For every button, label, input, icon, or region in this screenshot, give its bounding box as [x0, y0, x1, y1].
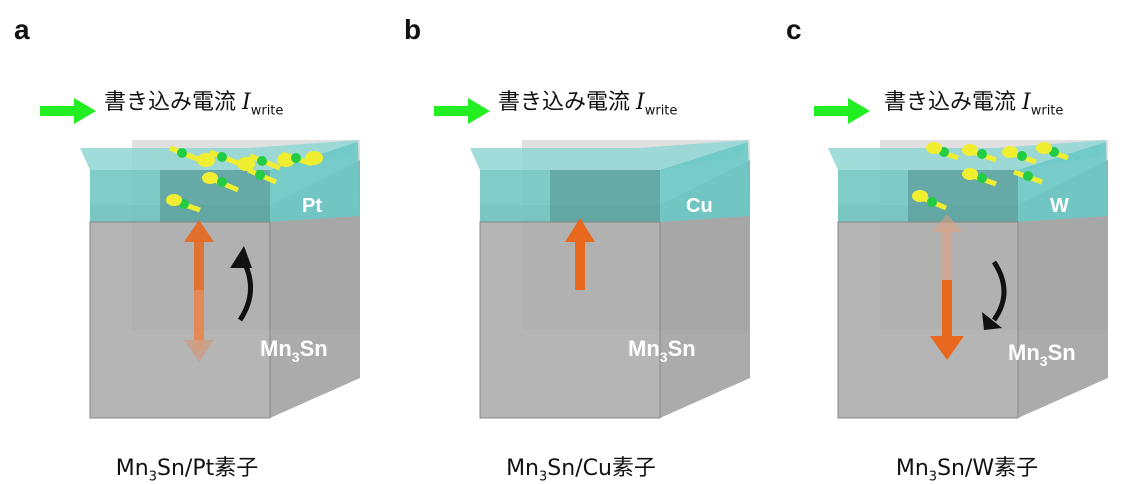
spin-icon [962, 144, 997, 163]
current-symbol: I [636, 90, 645, 115]
switch-curl-arrow-icon [991, 260, 1007, 322]
device-caption: Mn3Sn/W素子 [895, 456, 1039, 484]
current-arrow-icon [40, 98, 96, 124]
top-layer-label: W [1050, 195, 1069, 217]
spin-array [166, 145, 323, 213]
device-stack: Pt Mn3Sn [80, 140, 360, 419]
device-caption: Mn3Sn/Cu素子 [506, 456, 656, 484]
panel-c: c 書き込み電流 Iwrite W [748, 0, 1122, 484]
magnetization-arrow-icon [930, 214, 964, 360]
spin-icon [1036, 142, 1069, 161]
spin-icon [166, 194, 201, 213]
current-subscript: write [644, 103, 678, 119]
spin-icon [912, 190, 947, 211]
current-symbol: I [242, 90, 251, 115]
device-caption: Mn3Sn/Pt素子 [115, 456, 259, 484]
bottom-layer-label: Mn3Sn [260, 336, 328, 365]
cu-right-face [660, 142, 750, 222]
top-layer-label: Cu [686, 195, 713, 217]
spin-icon [202, 172, 239, 193]
current-subscript: write [250, 103, 284, 119]
current-arrow-icon [434, 98, 490, 124]
current-arrow-icon [814, 98, 870, 124]
write-current-text: 書き込み電流 [104, 90, 237, 115]
spin-icon [926, 142, 959, 161]
pt-right-face [270, 142, 360, 222]
panel-letter: a [14, 14, 30, 45]
cu-top-face [470, 140, 748, 170]
mn3sn-front-face [838, 205, 1018, 418]
device-stack: Cu Mn3Sn [470, 140, 750, 419]
mn3sn-right-face [1018, 160, 1108, 418]
mn3sn-front-face [90, 205, 270, 418]
w-right-face [1018, 142, 1108, 222]
write-current-label: 書き込み電流 Iwrite [884, 84, 1063, 118]
bottom-layer-label: Mn3Sn [628, 336, 696, 365]
spin-icon [209, 149, 255, 171]
magnetization-arrow-icon [565, 218, 595, 290]
mn3sn-right-face [660, 160, 750, 418]
spin-icon [962, 168, 997, 187]
panel-letter: c [786, 14, 802, 45]
spin-icon [1002, 146, 1037, 165]
device-stack: W Mn3Sn [828, 140, 1108, 419]
spin-icon [169, 145, 215, 167]
top-layer-label: Pt [302, 195, 322, 217]
write-current-label: 書き込み電流 Iwrite [104, 84, 283, 118]
mn3sn-front-face [480, 205, 660, 418]
panel-a: a 書き込み電流 Iwrite Pt [0, 0, 374, 484]
panel-letter: b [404, 14, 422, 45]
spin-icon [247, 167, 277, 185]
current-symbol: I [1022, 90, 1031, 115]
bottom-layer-label: Mn3Sn [1008, 340, 1076, 369]
panel-b: b 書き込み電流 Iwrite Cu Mn3Sn Mn3Sn/Cu素子 [374, 0, 750, 484]
spin-icon [281, 151, 323, 167]
spin-array [912, 142, 1069, 211]
cu-front-face [480, 170, 660, 222]
write-current-text: 書き込み電流 [498, 90, 631, 115]
write-current-text: 書き込み電流 [884, 90, 1017, 115]
mn3sn-right-face [270, 160, 360, 418]
spin-icon [1013, 169, 1043, 185]
magnetization-arrow-icon [184, 220, 214, 362]
write-current-label: 書き込み電流 Iwrite [498, 84, 677, 118]
current-subscript: write [1030, 103, 1064, 119]
